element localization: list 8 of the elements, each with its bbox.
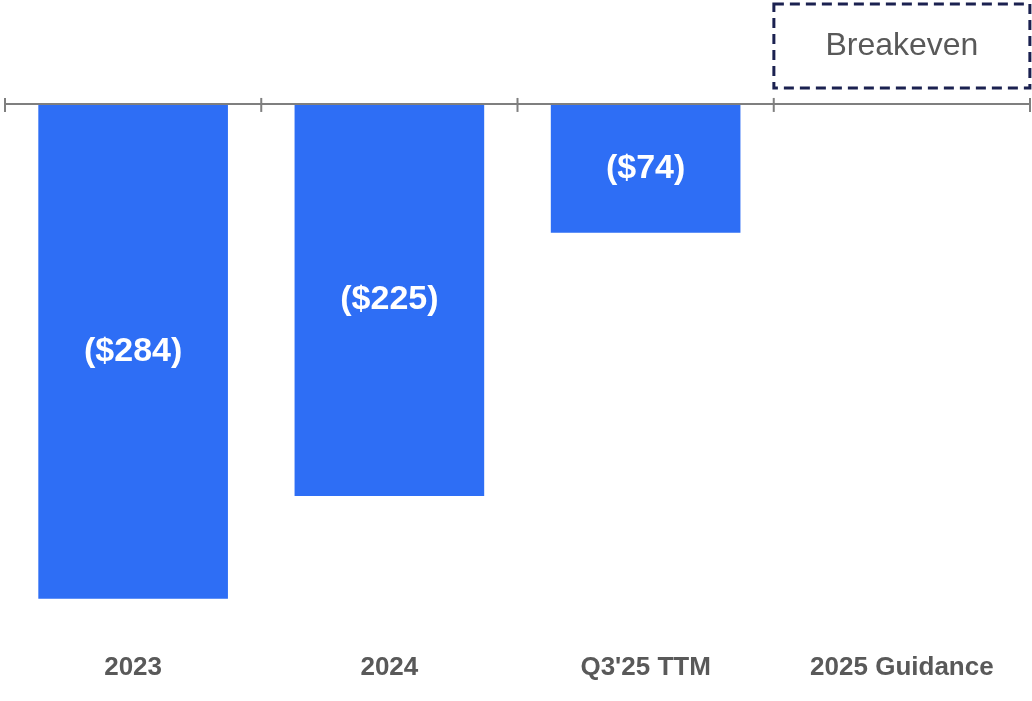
x-tick-label: 2025 Guidance: [810, 650, 994, 681]
data-label: ($225): [340, 278, 439, 317]
x-tick-label: 2024: [360, 650, 419, 681]
data-label: ($284): [83, 329, 183, 368]
x-tick-label: 2023: [104, 650, 163, 681]
data-label: Breakeven: [825, 25, 979, 62]
x-tick-label: Q3'25 TTM: [580, 650, 711, 681]
data-label: ($74): [605, 146, 686, 185]
